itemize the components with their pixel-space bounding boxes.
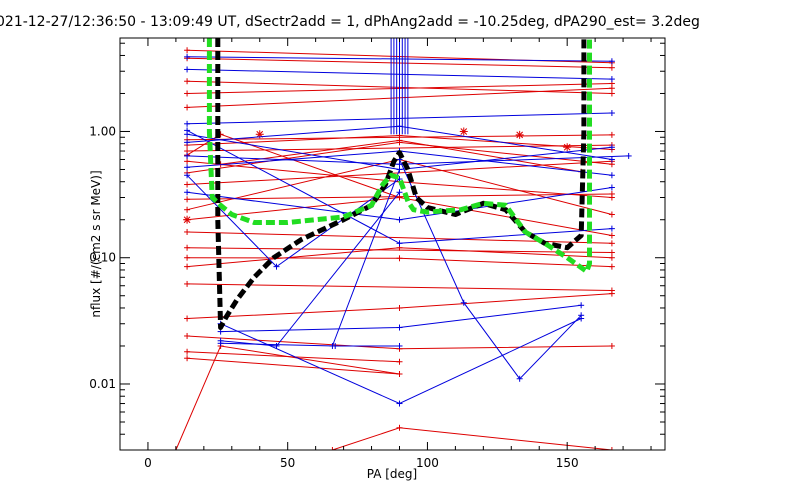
y-tick-label: 1.00 xyxy=(89,124,116,138)
x-tick-label: 50 xyxy=(280,456,295,470)
data-line xyxy=(332,427,612,450)
x-tick-label: 0 xyxy=(144,456,152,470)
plot-frame xyxy=(119,37,666,451)
asterisk-marker xyxy=(183,216,191,224)
asterisk-marker xyxy=(256,130,264,138)
x-axis-label: PA [deg] xyxy=(367,467,417,481)
chart-title: 021-12-27/12:36:50 - 13:09:49 UT, dSectr… xyxy=(0,14,700,30)
data-line xyxy=(175,345,400,450)
asterisk-marker xyxy=(460,128,468,135)
data-line xyxy=(186,129,612,244)
asterisk-marker xyxy=(563,143,571,151)
data-line xyxy=(331,169,400,347)
y-axis-label: nflux [#/(cm2 s sr MeV)] xyxy=(89,170,103,317)
thick-dashed-curve xyxy=(215,38,587,330)
data-line xyxy=(187,283,612,291)
plot-area xyxy=(172,38,632,450)
y-tick-label: 0.10 xyxy=(89,251,116,265)
series-black xyxy=(215,38,587,330)
data-line xyxy=(220,318,582,405)
series-red xyxy=(172,47,615,450)
series-green xyxy=(206,38,592,274)
x-tick-label: 150 xyxy=(556,456,579,470)
x-tick-label: 100 xyxy=(416,456,439,470)
data-line xyxy=(187,196,612,236)
axes: 0 50 100 150 0.01 0.10 1.00 xyxy=(89,38,665,470)
thick-dashed-curve xyxy=(206,38,592,274)
data-line xyxy=(187,357,400,375)
series-blue xyxy=(184,38,632,407)
data-line xyxy=(187,351,400,363)
asterisk-marker xyxy=(516,131,524,139)
y-tick-label: 0.01 xyxy=(89,377,116,391)
data-line xyxy=(399,159,582,380)
data-line xyxy=(220,191,400,347)
